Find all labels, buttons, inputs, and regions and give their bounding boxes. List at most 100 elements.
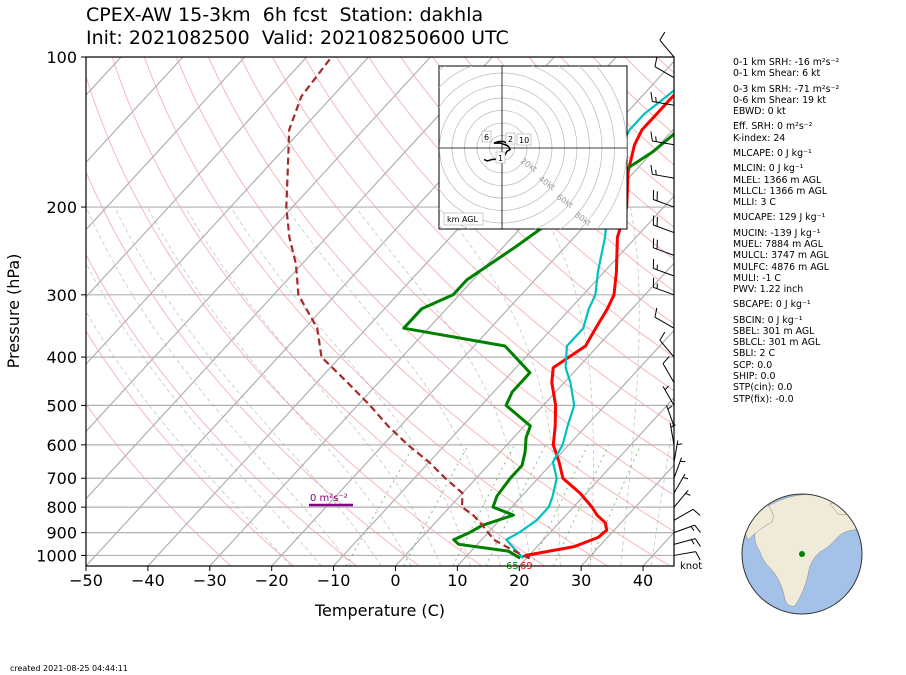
stat-line: MULCL: 3747 m AGL bbox=[733, 250, 829, 262]
dry-adiabat-line bbox=[272, 57, 674, 461]
temperature-profile-line bbox=[524, 93, 674, 560]
barb-shaft bbox=[673, 457, 682, 479]
dry-adiabat-line bbox=[368, 57, 674, 358]
isotherm-line bbox=[580, 464, 674, 566]
barb-shaft bbox=[673, 551, 696, 556]
isotherm-line bbox=[86, 57, 308, 298]
barb-shaft bbox=[666, 405, 675, 427]
isotherm-line bbox=[86, 57, 184, 164]
stat-line: SBLI: 2 C bbox=[733, 348, 775, 360]
moist-adiabat-line bbox=[650, 414, 674, 566]
stat-line: K-index: 24 bbox=[733, 132, 786, 144]
barb-flag bbox=[650, 164, 653, 175]
barb-half-flag bbox=[690, 539, 695, 545]
moist-adiabat-line bbox=[114, 206, 382, 566]
dry-adiabat-line bbox=[86, 330, 295, 566]
x-tick-label: 30 bbox=[571, 571, 591, 590]
barb-shaft bbox=[653, 224, 675, 234]
wind-barb bbox=[669, 423, 676, 445]
hodograph-height-label: 1 bbox=[498, 154, 503, 163]
stat-line: MLCIN: 0 J kg⁻¹ bbox=[733, 163, 804, 175]
stat-line: 0-1 km Shear: 6 kt bbox=[733, 68, 821, 80]
wind-barb bbox=[659, 331, 675, 358]
stat-line: SHIP: 0.0 bbox=[733, 371, 776, 383]
barb-flag bbox=[659, 31, 666, 41]
x-axis-label: Temperature (C) bbox=[314, 601, 445, 620]
stat-line: STP(cin): 0.0 bbox=[733, 382, 793, 394]
background-lines bbox=[86, 57, 674, 566]
barb-half-flag bbox=[655, 96, 657, 103]
stat-line: MULI: -1 C bbox=[733, 272, 781, 284]
barb-half-flag bbox=[690, 526, 695, 531]
x-tick-label: −30 bbox=[193, 571, 227, 590]
barb-flag bbox=[659, 331, 666, 341]
wind-barb bbox=[650, 131, 675, 146]
stat-line: EBWD: 0 kt bbox=[733, 106, 786, 118]
isotherm-line bbox=[86, 57, 493, 500]
dry-adiabat-line bbox=[86, 170, 420, 566]
barb-shaft bbox=[654, 66, 675, 79]
barb-shaft bbox=[659, 39, 675, 58]
wind-barb bbox=[652, 190, 675, 208]
barb-half-flag bbox=[670, 424, 676, 428]
y-tick-label: 500 bbox=[46, 396, 77, 415]
hodograph-height-label: 2 bbox=[508, 135, 513, 144]
barb-shaft bbox=[662, 363, 675, 383]
moist-adiabat-line bbox=[620, 206, 640, 566]
dry-adiabat-line bbox=[143, 57, 608, 566]
isotherm-line bbox=[86, 57, 431, 433]
moist-adiabat-line bbox=[184, 206, 442, 566]
stat-line: PWV: 1.22 inch bbox=[733, 284, 804, 296]
srh-label: 0 m²s⁻² bbox=[310, 493, 348, 504]
barb-half-flag bbox=[677, 443, 683, 445]
moist-adiabat-line bbox=[86, 262, 322, 566]
wind-barb bbox=[673, 551, 701, 561]
x-tick-label: 40 bbox=[633, 571, 653, 590]
wind-barbs: knot bbox=[650, 31, 702, 572]
created-timestamp: created 2021-08-25 04:44:11 bbox=[10, 664, 128, 673]
x-tick-label: −50 bbox=[69, 571, 103, 590]
dry-adiabat-line bbox=[336, 57, 674, 392]
moist-adiabat-line bbox=[441, 206, 561, 566]
dry-adiabat-line bbox=[239, 57, 674, 496]
stat-line: SBCAPE: 0 J kg⁻¹ bbox=[733, 299, 811, 311]
moist-adiabat-line bbox=[230, 206, 471, 566]
y-tick-label: 300 bbox=[46, 286, 77, 305]
stat-line: 0-1 km SRH: -16 m²s⁻² bbox=[733, 57, 840, 68]
x-tick-label: 0 bbox=[390, 571, 400, 590]
wind-barb bbox=[666, 405, 675, 427]
stat-line: MUCAPE: 129 J kg⁻¹ bbox=[733, 212, 826, 224]
stat-line: 0-6 km Shear: 19 kt bbox=[733, 94, 827, 106]
moist-adiabat-line bbox=[285, 206, 501, 566]
dry-adiabat-line bbox=[432, 57, 674, 292]
barb-half-flag bbox=[664, 385, 669, 391]
sounding-indices-panel: 0-1 km SRH: -16 m²s⁻² 0-1 km Shear: 6 kt 0… bbox=[733, 57, 839, 405]
hodograph-legend-label: km AGL bbox=[447, 215, 479, 224]
y-tick-label: 800 bbox=[46, 498, 77, 517]
isotherm-line bbox=[395, 262, 674, 566]
moist-adiabat-line bbox=[539, 206, 594, 566]
mixing-ratio-line bbox=[345, 444, 415, 566]
barb-half-flag bbox=[655, 136, 657, 142]
stat-line: MUCIN: -139 J kg⁻¹ bbox=[733, 227, 821, 239]
wind-barb bbox=[662, 385, 675, 406]
stat-line: SBEL: 301 m AGL bbox=[733, 325, 815, 337]
barb-shaft bbox=[673, 473, 686, 494]
stat-line: MUEL: 7884 m AGL bbox=[733, 238, 823, 250]
hodograph-legend-box bbox=[443, 212, 484, 226]
wind-barb bbox=[652, 258, 675, 277]
barb-shaft bbox=[673, 524, 695, 534]
x-tick-label: 20 bbox=[509, 571, 529, 590]
barb-half-flag bbox=[655, 169, 657, 176]
plot-frame bbox=[85, 56, 675, 567]
wind-barb bbox=[662, 356, 675, 383]
station-marker bbox=[799, 551, 805, 557]
x-tick-label: −20 bbox=[255, 571, 289, 590]
wind-barb bbox=[673, 440, 683, 463]
surface-temperature-label: 69 bbox=[520, 561, 533, 572]
stat-line: STP(fix): -0.0 bbox=[733, 393, 794, 405]
isotherm-line bbox=[86, 57, 370, 366]
isotherm-line bbox=[518, 396, 674, 566]
wind-barb bbox=[652, 277, 675, 296]
y-tick-label: 600 bbox=[46, 436, 77, 455]
